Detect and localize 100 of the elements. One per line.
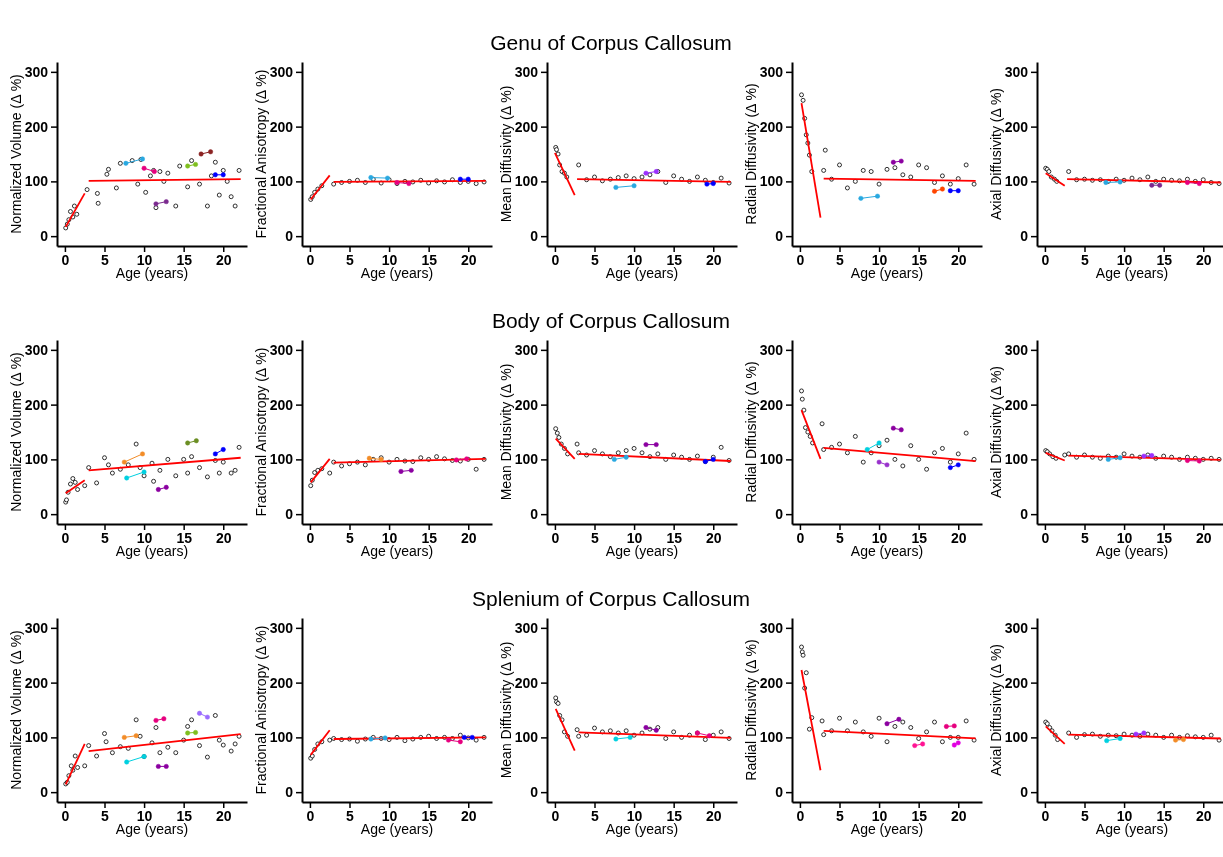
x-tick-label: 5 [836,529,845,546]
x-tick-label: 5 [101,251,110,268]
y-tick-label: 0 [775,784,784,801]
y-tick-label: 300 [759,63,784,80]
x-tick-label: 0 [551,251,560,268]
y-tick-label: 0 [1020,784,1029,801]
x-tick-label: 20 [215,529,232,546]
x-tick-label: 0 [1041,807,1050,824]
y-tick-label: 200 [269,396,294,413]
y-tick-label: 300 [514,619,539,636]
y-tick-label: 300 [24,341,49,358]
y-tick-label: 100 [1004,729,1029,746]
x-tick-label: 0 [551,807,560,824]
x-axis-title: Age (years) [360,265,434,281]
y-axis-title: Mean Diffusivity (Δ %) [498,641,514,779]
x-tick-label: 15 [176,807,193,824]
y-tick-label: 100 [759,729,784,746]
x-tick-label: 20 [950,251,967,268]
x-tick-label: 20 [1195,251,1212,268]
x-tick-label: 5 [591,807,600,824]
y-tick-label: 200 [759,674,784,691]
x-axis-title: Age (years) [605,821,679,837]
x-tick-label: 15 [421,529,438,546]
y-axis-title: Axial Diffusivity (Δ %) [988,365,1004,499]
y-axis-title: Mean Diffusivity (Δ %) [498,85,514,223]
y-tick-label: 300 [514,63,539,80]
x-tick-label: 5 [346,251,355,268]
y-tick-label: 100 [1004,173,1029,190]
y-tick-label: 200 [1004,118,1029,135]
y-tick-label: 100 [1004,451,1029,468]
y-tick-label: 100 [514,729,539,746]
y-tick-label: 300 [1004,63,1029,80]
x-tick-label: 20 [705,807,722,824]
x-tick-label: 0 [61,529,70,546]
x-tick-label: 20 [1195,529,1212,546]
x-tick-label: 10 [626,807,643,824]
y-tick-label: 0 [530,228,539,245]
x-tick-label: 5 [346,529,355,546]
y-tick-label: 200 [269,118,294,135]
y-tick-label: 200 [759,396,784,413]
x-tick-label: 0 [796,529,805,546]
y-tick-label: 300 [24,619,49,636]
y-tick-label: 0 [40,784,49,801]
x-tick-label: 15 [1156,529,1173,546]
x-tick-label: 0 [796,251,805,268]
x-tick-label: 0 [1041,529,1050,546]
y-tick-label: 100 [759,451,784,468]
y-tick-label: 300 [514,341,539,358]
x-axis-title: Age (years) [360,821,434,837]
x-tick-label: 20 [950,807,967,824]
x-axis-title: Age (years) [1095,265,1169,281]
x-tick-label: 20 [705,251,722,268]
x-tick-label: 5 [1081,807,1090,824]
x-tick-label: 5 [836,807,845,824]
y-axis-title: Fractional Anisotropy (Δ %) [253,347,269,517]
x-tick-label: 5 [346,807,355,824]
x-tick-label: 20 [215,251,232,268]
x-tick-label: 20 [950,529,967,546]
y-axis-title: Fractional Anisotropy (Δ %) [253,625,269,795]
y-tick-label: 300 [1004,341,1029,358]
x-axis-title: Age (years) [850,543,924,559]
y-tick-label: 0 [1020,506,1029,523]
y-tick-label: 300 [24,63,49,80]
x-tick-label: 15 [176,251,193,268]
x-tick-label: 5 [591,529,600,546]
x-tick-label: 10 [1116,529,1133,546]
y-tick-label: 200 [24,674,49,691]
y-tick-label: 200 [514,674,539,691]
x-tick-label: 10 [626,529,643,546]
x-tick-label: 5 [101,529,110,546]
chart-title: Splenium of Corpus Callosum [472,587,750,610]
x-tick-label: 15 [176,529,193,546]
y-tick-label: 300 [759,341,784,358]
y-axis-title: Radial Diffusivity (Δ %) [743,361,759,503]
y-tick-label: 200 [514,396,539,413]
y-tick-label: 0 [775,506,784,523]
x-axis-title: Age (years) [1095,821,1169,837]
x-tick-label: 5 [591,251,600,268]
y-tick-label: 0 [40,506,49,523]
y-tick-label: 100 [514,173,539,190]
y-tick-label: 100 [514,451,539,468]
x-axis-title: Age (years) [360,543,434,559]
x-tick-label: 0 [306,529,315,546]
y-tick-label: 0 [285,784,294,801]
x-axis-title: Age (years) [115,543,189,559]
y-tick-label: 200 [759,118,784,135]
x-tick-label: 10 [136,529,153,546]
x-tick-label: 0 [551,529,560,546]
x-tick-label: 10 [381,529,398,546]
y-axis-title: Fractional Anisotropy (Δ %) [253,69,269,239]
chart-title: Body of Corpus Callosum [491,309,731,332]
x-tick-label: 5 [1081,251,1090,268]
y-tick-label: 200 [24,396,49,413]
y-tick-label: 300 [759,619,784,636]
y-tick-label: 0 [530,784,539,801]
x-tick-label: 10 [381,807,398,824]
x-tick-label: 0 [306,807,315,824]
y-tick-label: 100 [269,451,294,468]
y-tick-label: 300 [269,63,294,80]
x-tick-label: 15 [1156,807,1173,824]
